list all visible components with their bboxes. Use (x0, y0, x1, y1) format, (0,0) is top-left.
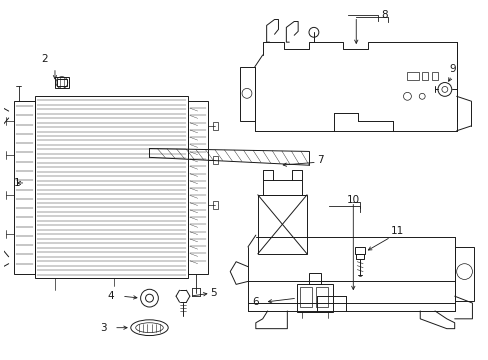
Bar (315, 287, 327, 307)
Bar (308, 273, 320, 284)
Bar (55, 77, 69, 89)
Text: 1: 1 (14, 178, 20, 188)
Bar (356, 254, 364, 259)
Bar (257, 195, 306, 254)
Bar (407, 72, 418, 80)
Text: 10: 10 (346, 195, 359, 205)
Bar (421, 72, 427, 80)
Bar (57, 78, 67, 86)
Bar (212, 122, 218, 130)
Bar (431, 72, 437, 80)
Text: 8: 8 (380, 10, 386, 19)
Bar (297, 284, 332, 312)
Text: 9: 9 (449, 64, 455, 74)
Bar (300, 287, 311, 307)
Bar (14, 101, 35, 274)
Bar (212, 201, 218, 208)
Text: 5: 5 (210, 288, 217, 298)
Text: 4: 4 (107, 291, 114, 301)
Text: 11: 11 (390, 226, 403, 236)
Bar (212, 156, 218, 164)
Bar (355, 247, 365, 254)
Bar (262, 180, 302, 195)
Bar (35, 96, 187, 278)
Text: 3: 3 (100, 323, 107, 333)
Bar (187, 101, 207, 274)
Bar (240, 67, 254, 121)
Bar (454, 247, 473, 301)
Text: 2: 2 (41, 54, 48, 64)
Text: 6: 6 (251, 297, 258, 307)
Text: 7: 7 (316, 155, 323, 165)
